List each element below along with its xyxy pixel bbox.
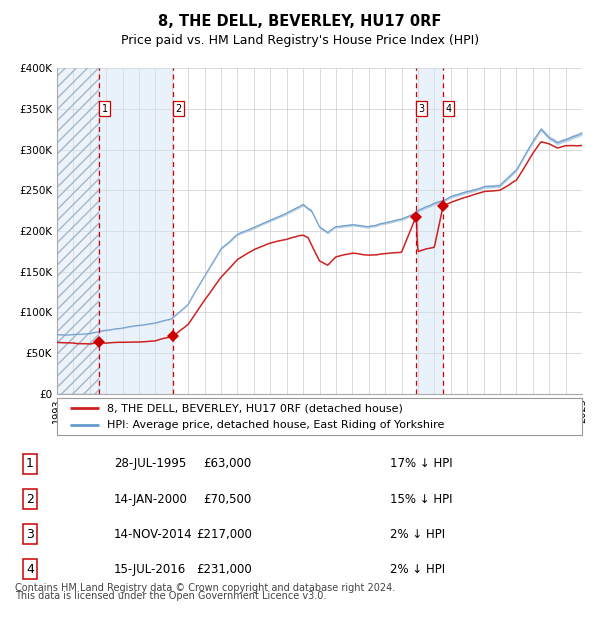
- Text: Contains HM Land Registry data © Crown copyright and database right 2024.: Contains HM Land Registry data © Crown c…: [15, 583, 395, 593]
- Text: 2: 2: [26, 492, 34, 505]
- Text: £63,000: £63,000: [204, 458, 252, 471]
- Text: This data is licensed under the Open Government Licence v3.0.: This data is licensed under the Open Gov…: [15, 591, 326, 601]
- Text: 28-JUL-1995: 28-JUL-1995: [114, 458, 186, 471]
- Text: £231,000: £231,000: [196, 563, 252, 576]
- Text: 17% ↓ HPI: 17% ↓ HPI: [390, 458, 452, 471]
- Bar: [57, 68, 99, 394]
- Text: 3: 3: [418, 104, 424, 114]
- Text: 4: 4: [446, 104, 452, 114]
- Text: HPI: Average price, detached house, East Riding of Yorkshire: HPI: Average price, detached house, East…: [107, 420, 444, 430]
- Text: 3: 3: [26, 528, 34, 541]
- Text: 14-NOV-2014: 14-NOV-2014: [114, 528, 193, 541]
- Text: 2: 2: [175, 104, 181, 114]
- Text: 15-JUL-2016: 15-JUL-2016: [114, 563, 186, 576]
- Text: £217,000: £217,000: [196, 528, 252, 541]
- Text: 4: 4: [26, 563, 34, 576]
- Text: 2% ↓ HPI: 2% ↓ HPI: [390, 528, 445, 541]
- Text: £70,500: £70,500: [204, 492, 252, 505]
- Text: 8, THE DELL, BEVERLEY, HU17 0RF (detached house): 8, THE DELL, BEVERLEY, HU17 0RF (detache…: [107, 403, 403, 413]
- Text: Price paid vs. HM Land Registry's House Price Index (HPI): Price paid vs. HM Land Registry's House …: [121, 34, 479, 46]
- Text: 15% ↓ HPI: 15% ↓ HPI: [390, 492, 452, 505]
- Text: 1: 1: [101, 104, 108, 114]
- Bar: [57, 68, 99, 394]
- Bar: [416, 68, 443, 394]
- Text: 2% ↓ HPI: 2% ↓ HPI: [390, 563, 445, 576]
- Text: 14-JAN-2000: 14-JAN-2000: [114, 492, 188, 505]
- Text: 8, THE DELL, BEVERLEY, HU17 0RF: 8, THE DELL, BEVERLEY, HU17 0RF: [158, 14, 442, 29]
- Bar: [99, 68, 173, 394]
- Text: 1: 1: [26, 458, 34, 471]
